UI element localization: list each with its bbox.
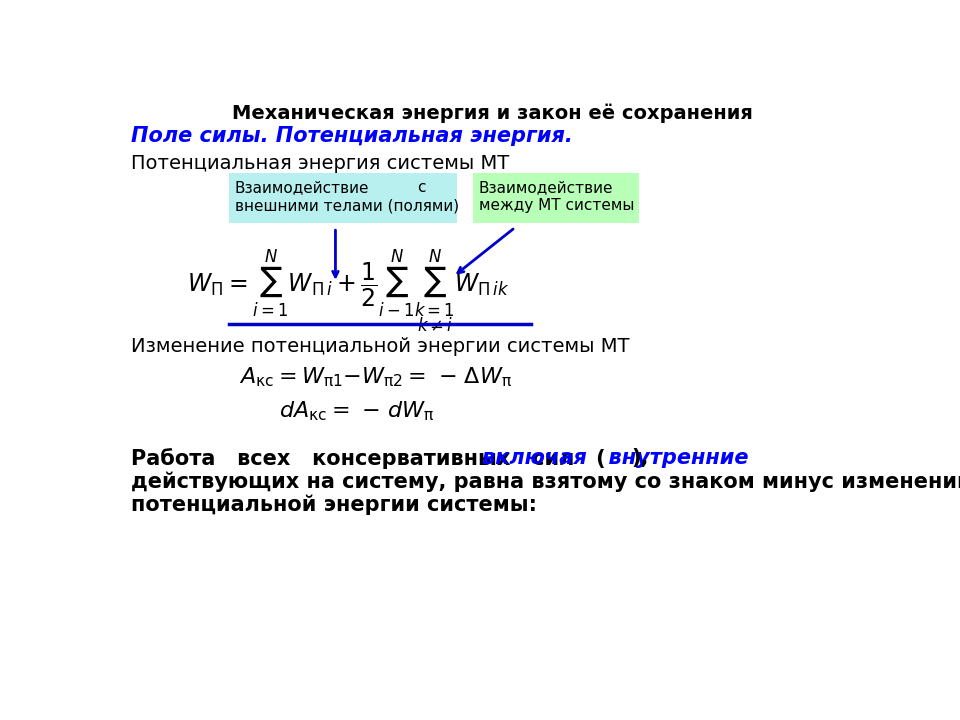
Text: $\mathit{A}_{\mathrm{\kappa c}}{=}\mathit{W}_{\mathrm{\pi 1}}{-}\mathit{W}_{\mat: $\mathit{A}_{\mathrm{\kappa c}}{=}\mathi…: [239, 366, 513, 390]
Text: действующих на систему, равна взятому со знаком минус изменению: действующих на систему, равна взятому со…: [131, 472, 960, 492]
Text: внешними телами (полями): внешними телами (полями): [234, 198, 459, 213]
Text: Взаимодействие: Взаимодействие: [479, 180, 613, 195]
Bar: [472, 173, 639, 222]
Text: с: с: [417, 180, 425, 195]
Text: Изменение потенциальной энергии системы МТ: Изменение потенциальной энергии системы …: [131, 338, 630, 356]
Text: $d\mathit{A}_{\mathrm{\kappa c}}{=}\ {-}\ d\mathit{W}_{\mathrm{\pi}}$: $d\mathit{A}_{\mathrm{\kappa c}}{=}\ {-}…: [278, 400, 434, 423]
Text: Работа   всех   консервативных   сил   (: Работа всех консервативных сил (: [131, 449, 606, 469]
Text: Поле силы. Потенциальная энергия.: Поле силы. Потенциальная энергия.: [131, 127, 572, 146]
Text: $\mathit{W}_{\mathit{\Pi}} = \sum_{i=1}^{N}\mathit{W}_{\mathit{\Pi}\,i} + \dfrac: $\mathit{W}_{\mathit{\Pi}} = \sum_{i=1}^…: [187, 247, 510, 334]
Bar: [228, 173, 457, 222]
Text: Механическая энергия и закон её сохранения: Механическая энергия и закон её сохранен…: [231, 104, 753, 123]
Text: Потенциальная энергия системы МТ: Потенциальная энергия системы МТ: [131, 154, 509, 173]
Text: включая   внутренние: включая внутренние: [482, 449, 749, 468]
Text: между МТ системы: между МТ системы: [479, 198, 635, 213]
Text: потенциальной энергии системы:: потенциальной энергии системы:: [131, 495, 537, 515]
Text: ),: ),: [632, 449, 649, 468]
Text: Взаимодействие: Взаимодействие: [234, 180, 370, 195]
